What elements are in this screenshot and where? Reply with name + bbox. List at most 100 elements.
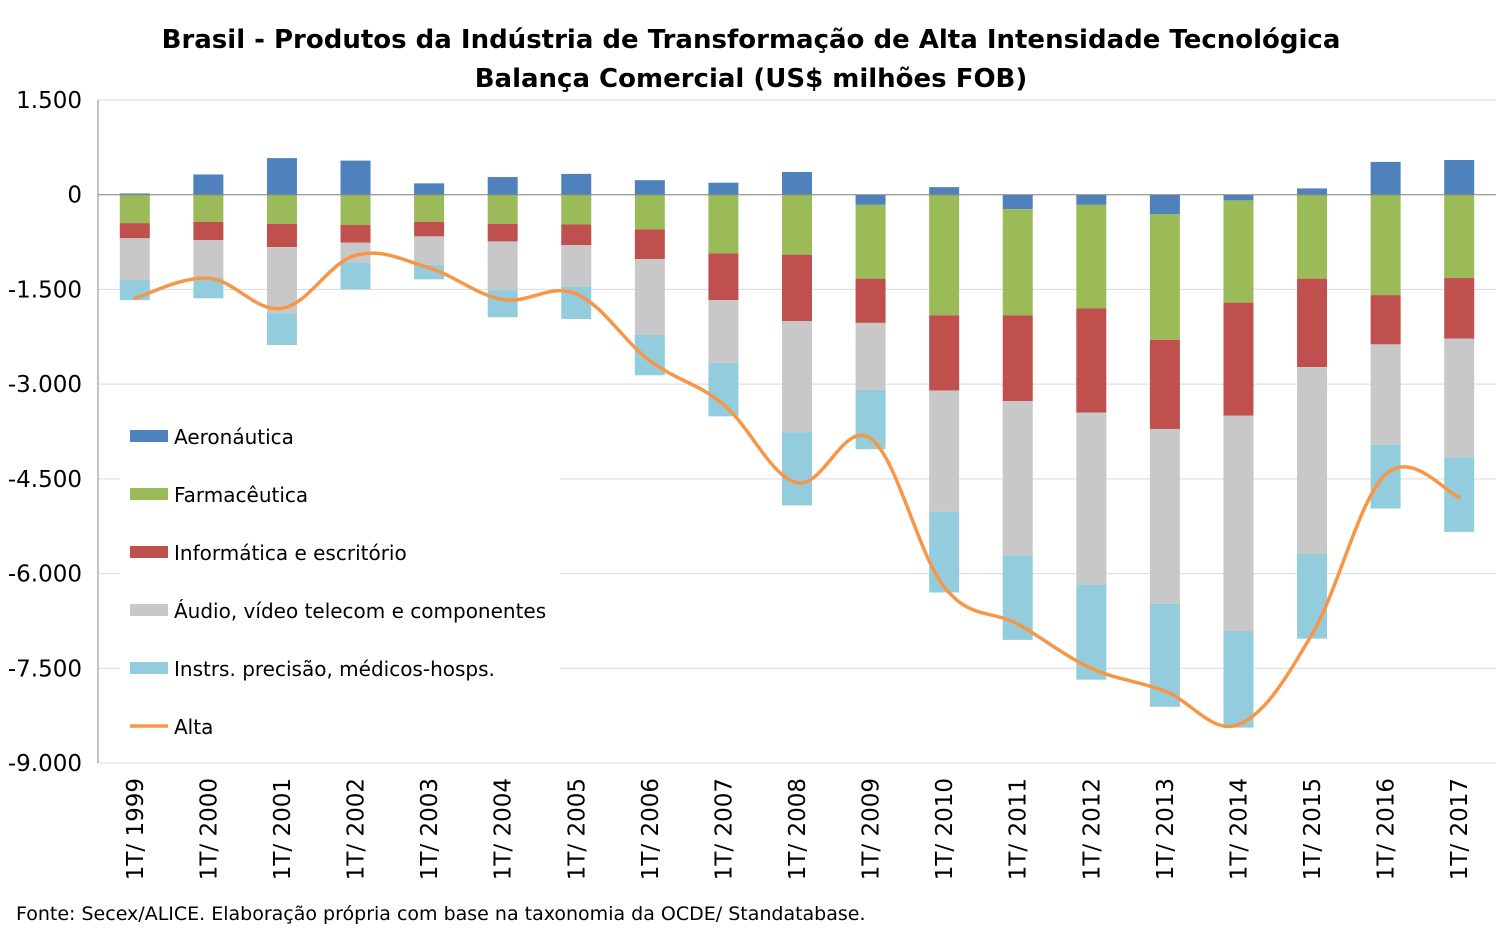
bar-segment--udio-v-deo-telecom-e-componentes bbox=[119, 238, 150, 280]
bar-segment-instrs-precis-o-m-dicos-hosps- bbox=[487, 290, 518, 318]
x-tick-label: 1T/ 2009 bbox=[859, 778, 885, 880]
x-tick-label: 1T/ 2001 bbox=[270, 778, 296, 880]
legend-background bbox=[120, 410, 560, 755]
bar-segment-farmac-utica bbox=[634, 194, 665, 230]
bar-segment-inform-tica-e-escrit-rio bbox=[855, 278, 886, 323]
x-tick-label: 1T/ 2005 bbox=[564, 778, 590, 880]
bar-segment-instrs-precis-o-m-dicos-hosps- bbox=[1223, 631, 1254, 728]
bar-segment-aeron-utica bbox=[266, 158, 297, 195]
bar-segment-farmac-utica bbox=[1076, 204, 1107, 309]
chart-subtitle: Balança Comercial (US$ milhões FOB) bbox=[475, 64, 1028, 94]
bar-segment-instrs-precis-o-m-dicos-hosps- bbox=[414, 264, 445, 280]
bar-segment-inform-tica-e-escrit-rio bbox=[487, 223, 518, 242]
bar-segment--udio-v-deo-telecom-e-componentes bbox=[782, 321, 812, 433]
bar-segment-aeron-utica bbox=[1223, 194, 1254, 201]
bar-segment-farmac-utica bbox=[1297, 194, 1328, 279]
y-tick-label: 1.500 bbox=[16, 88, 82, 114]
bar-segment-inform-tica-e-escrit-rio bbox=[1370, 295, 1401, 345]
bar-segment-aeron-utica bbox=[561, 173, 592, 195]
bar-segment-aeron-utica bbox=[782, 171, 812, 195]
line-point bbox=[354, 253, 358, 257]
bars-group bbox=[119, 158, 1475, 728]
bar-segment-farmac-utica bbox=[782, 194, 812, 255]
legend-swatch bbox=[130, 546, 168, 558]
y-tick-label: -4.500 bbox=[8, 467, 82, 493]
legend: Aeronáutica Farmacêutica Informática e esc… bbox=[120, 410, 560, 755]
bar-segment-farmac-utica bbox=[266, 194, 297, 224]
x-tick-label: 1T/ 2013 bbox=[1153, 778, 1179, 880]
bar-segment-aeron-utica bbox=[929, 187, 960, 195]
bar-segment-instrs-precis-o-m-dicos-hosps- bbox=[929, 511, 960, 593]
x-tick-label: 1T/ 2007 bbox=[711, 778, 737, 880]
y-tick-label: -7.500 bbox=[8, 656, 82, 682]
bar-segment--udio-v-deo-telecom-e-componentes bbox=[561, 245, 592, 287]
y-tick-label: -9.000 bbox=[8, 751, 82, 777]
bar-segment-inform-tica-e-escrit-rio bbox=[1223, 302, 1254, 416]
line-point bbox=[648, 359, 652, 363]
bar-segment-farmac-utica bbox=[119, 194, 150, 224]
y-tick-label: -1.500 bbox=[8, 277, 82, 303]
line-point bbox=[574, 292, 578, 296]
bar-segment-farmac-utica bbox=[193, 194, 224, 222]
bar-segment-farmac-utica bbox=[1002, 209, 1033, 316]
bar-segment--udio-v-deo-telecom-e-componentes bbox=[1370, 344, 1401, 445]
bar-segment-aeron-utica bbox=[1002, 194, 1033, 210]
bar-segment-farmac-utica bbox=[929, 194, 960, 316]
y-tick-label: -6.000 bbox=[8, 562, 82, 588]
line-point bbox=[501, 298, 505, 302]
line-point bbox=[1236, 722, 1240, 726]
bar-segment-aeron-utica bbox=[487, 177, 518, 195]
bar-segment-farmac-utica bbox=[1149, 214, 1180, 340]
bar-segment-aeron-utica bbox=[193, 174, 224, 195]
line-point bbox=[1163, 689, 1167, 693]
bar-segment-inform-tica-e-escrit-rio bbox=[1149, 339, 1180, 429]
bar-segment-farmac-utica bbox=[487, 194, 518, 224]
bar-segment--udio-v-deo-telecom-e-componentes bbox=[1297, 367, 1328, 554]
bar-segment-instrs-precis-o-m-dicos-hosps- bbox=[708, 362, 739, 417]
legend-swatch bbox=[130, 662, 168, 674]
bar-segment-inform-tica-e-escrit-rio bbox=[1297, 278, 1328, 368]
line-point bbox=[427, 266, 431, 270]
legend-label: Aeronáutica bbox=[174, 425, 294, 449]
bar-segment-aeron-utica bbox=[634, 180, 665, 195]
line-point bbox=[206, 276, 210, 280]
line-point bbox=[721, 402, 725, 406]
legend-label: Alta bbox=[174, 715, 213, 739]
bar-segment--udio-v-deo-telecom-e-componentes bbox=[1002, 401, 1033, 556]
legend-label: Áudio, vídeo telecom e componentes bbox=[174, 599, 546, 623]
legend-label: Informática e escritório bbox=[174, 541, 407, 565]
bar-segment-aeron-utica bbox=[340, 160, 371, 195]
x-tick-label: 1T/ 2002 bbox=[344, 778, 370, 880]
bar-segment-inform-tica-e-escrit-rio bbox=[708, 253, 739, 301]
bar-segment--udio-v-deo-telecom-e-componentes bbox=[1076, 412, 1107, 585]
bar-segment-farmac-utica bbox=[1444, 194, 1475, 279]
bar-segment--udio-v-deo-telecom-e-componentes bbox=[929, 390, 960, 512]
line-point bbox=[1457, 495, 1461, 499]
bar-segment-farmac-utica bbox=[1223, 200, 1254, 303]
legend-swatch bbox=[130, 430, 168, 442]
bar-segment-aeron-utica bbox=[1444, 159, 1475, 195]
x-tick-label: 1T/ 2008 bbox=[785, 778, 811, 880]
bar-segment-inform-tica-e-escrit-rio bbox=[1444, 278, 1475, 339]
x-tick-label: 1T/ 2014 bbox=[1226, 778, 1252, 880]
line-point bbox=[869, 436, 873, 440]
x-tick-label: 1T/ 2006 bbox=[638, 778, 664, 880]
x-tick-label: 1T/ 2012 bbox=[1079, 778, 1105, 880]
series-line-alta bbox=[134, 251, 1460, 729]
legend-swatch bbox=[130, 604, 168, 616]
y-tick-label: -3.000 bbox=[8, 372, 82, 398]
line-point bbox=[1384, 472, 1388, 476]
bar-segment-farmac-utica bbox=[561, 194, 592, 225]
x-tick-label: 1T/ 2003 bbox=[417, 778, 443, 880]
bar-segment-aeron-utica bbox=[708, 182, 739, 195]
x-tick-label: 1T/ 2010 bbox=[932, 778, 958, 880]
bar-segment-inform-tica-e-escrit-rio bbox=[266, 223, 297, 248]
bar-segment-farmac-utica bbox=[855, 204, 886, 279]
x-tick-label: 1T/ 2015 bbox=[1300, 778, 1326, 880]
bar-segment-instrs-precis-o-m-dicos-hosps- bbox=[1076, 584, 1107, 680]
bar-segment-instrs-precis-o-m-dicos-hosps- bbox=[266, 313, 297, 345]
line-point bbox=[280, 306, 284, 310]
line-point bbox=[942, 585, 946, 589]
bar-segment-inform-tica-e-escrit-rio bbox=[1076, 308, 1107, 413]
